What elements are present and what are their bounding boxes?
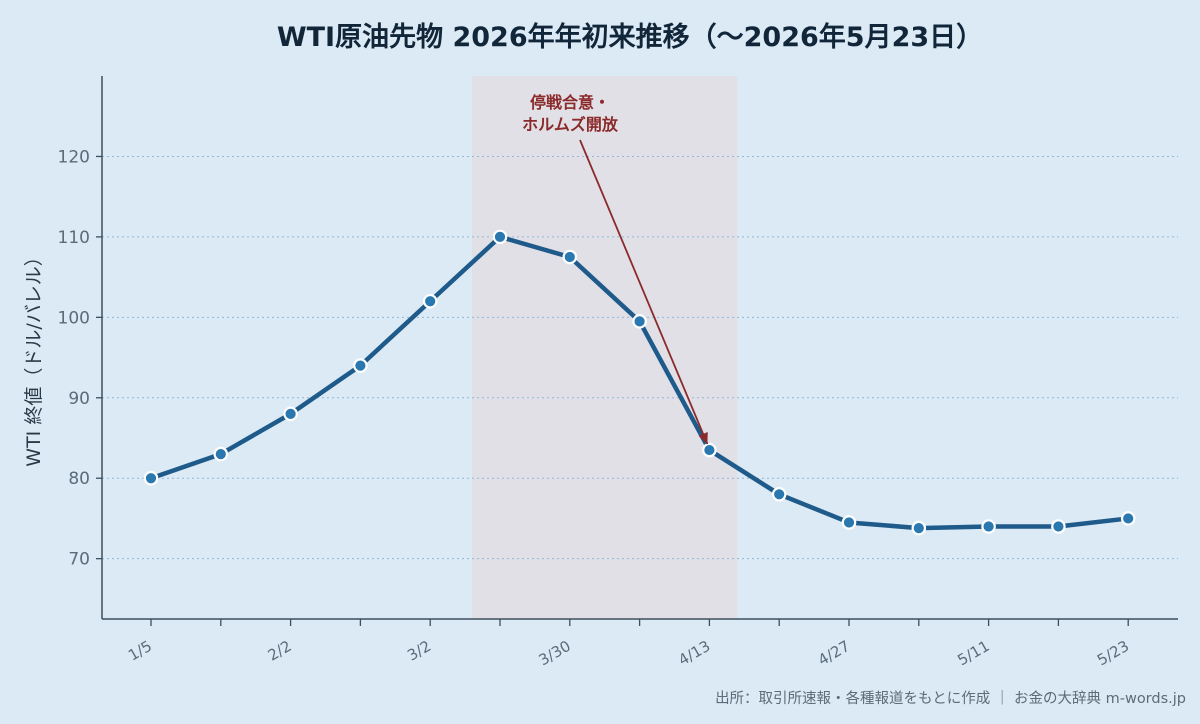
data-point xyxy=(981,519,996,534)
x-tick-label: 3/30 xyxy=(536,637,574,669)
annotation-arrow-head xyxy=(698,431,708,445)
shaded-event-period xyxy=(472,76,738,619)
data-point xyxy=(1120,511,1136,526)
data-point xyxy=(143,470,159,486)
data-point xyxy=(283,406,298,422)
y-tick-label: 90 xyxy=(68,389,90,409)
data-point xyxy=(911,520,927,536)
x-tick-label: 3/2 xyxy=(404,637,434,665)
y-tick-label: 110 xyxy=(58,228,90,248)
x-tick-label: 4/13 xyxy=(675,637,713,669)
data-point xyxy=(841,515,857,530)
plot-area: 70 80 90 100 110 120 1/5 2/2 3/2 3/30 4/13 4/27 5/11… xyxy=(58,76,1178,669)
data-point xyxy=(562,249,578,265)
x-tick-label: 5/11 xyxy=(954,637,992,669)
annotation-arrow-line xyxy=(579,139,709,445)
data-point xyxy=(702,442,717,458)
annotation-label: 停戦合意・ xyxy=(530,93,610,112)
x-tick-label: 4/27 xyxy=(815,637,853,669)
data-point xyxy=(422,293,438,309)
annotation-label: ホルムズ開放 xyxy=(522,115,619,134)
data-point xyxy=(771,487,787,502)
x-tick-label: 1/5 xyxy=(125,637,155,665)
y-axis-label: WTI 終値（ドル/バレル） xyxy=(23,247,45,466)
x-tick-label: 5/23 xyxy=(1094,637,1132,669)
data-point xyxy=(1051,519,1066,534)
y-tick-label: 120 xyxy=(58,147,90,167)
data-point xyxy=(632,314,647,329)
y-tick-label: 70 xyxy=(68,550,90,570)
source-note: 出所：取引所速報・各種報道をもとに作成 ｜ お金の大辞典 m-words.jp xyxy=(715,690,1186,707)
y-tick-label: 100 xyxy=(58,308,90,328)
data-point xyxy=(213,446,229,462)
data-point xyxy=(353,358,368,373)
x-tick-label: 2/2 xyxy=(265,637,295,665)
chart-title: WTI原油先物 2026年年初来推移（〜2026年5月23日） xyxy=(277,21,983,53)
y-tick-label: 80 xyxy=(68,469,90,489)
data-point xyxy=(492,229,508,245)
